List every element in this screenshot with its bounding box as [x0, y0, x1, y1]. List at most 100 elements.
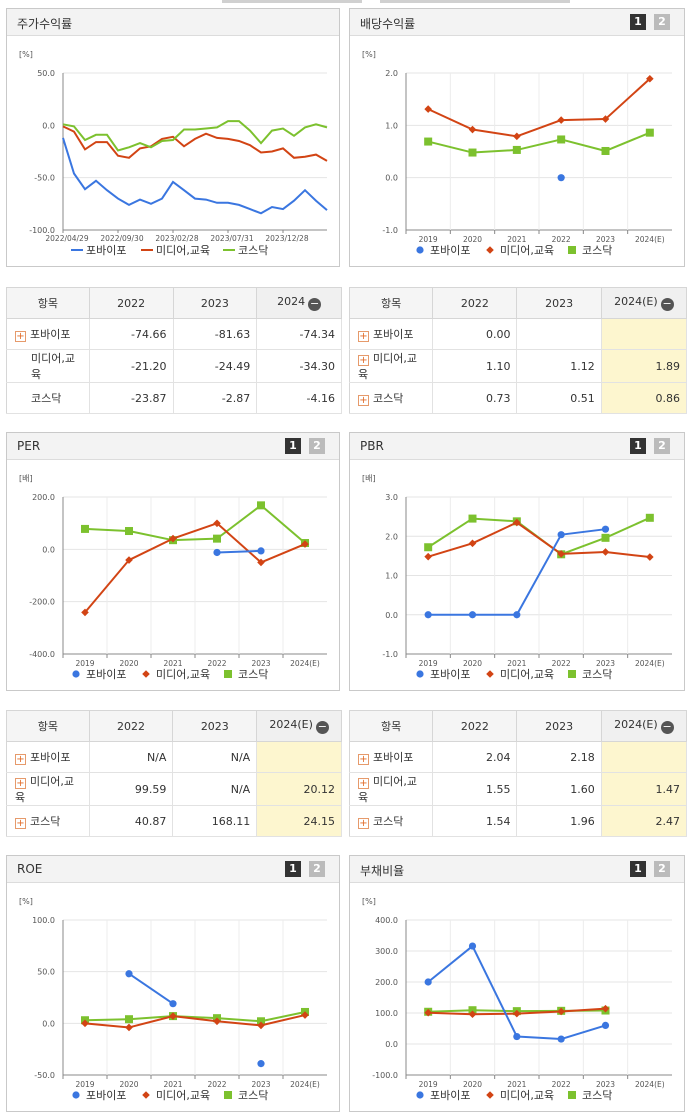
series-segment-2 [260, 1014, 306, 1027]
legend-label-1: 포바이포 [430, 1089, 470, 1102]
data-point-1 [424, 611, 432, 619]
collapse-minus-icon[interactable]: − [660, 720, 674, 734]
value-cell: 1.12 [516, 349, 602, 383]
expand-plus-icon[interactable]: + [15, 778, 26, 789]
value-cell: 168.11 [172, 805, 258, 837]
data-point-2 [557, 1007, 565, 1016]
series-segment-2 [427, 542, 473, 558]
data-point-1 [513, 1032, 521, 1041]
value-cell: 1.10 [432, 349, 518, 383]
collapse-minus-icon[interactable]: − [315, 720, 329, 734]
expand-plus-icon[interactable]: + [358, 778, 369, 789]
dividend-yield-chart: [%] 2.0 1.0 0.0 -1.0 2019 2020 2021 2022 2023 2024… [362, 50, 672, 257]
column-header: 2023 [516, 287, 602, 319]
series-segment-2 [260, 543, 306, 564]
data-point-3 [512, 145, 521, 154]
x-tick-label: 2023/02/28 [155, 234, 198, 243]
page-1-button[interactable]: 1 [285, 861, 301, 877]
legend-marker-1 [416, 1091, 424, 1099]
value-cell: 0.73 [432, 382, 518, 414]
expand-plus-icon[interactable]: + [358, 395, 369, 406]
series-line-1 [62, 137, 328, 215]
page-1-button[interactable]: 1 [630, 14, 646, 30]
page-1-button[interactable]: 1 [285, 438, 301, 454]
y-tick-label: 100.0 [32, 916, 55, 925]
value-cell [601, 318, 688, 350]
y-tick-label: 1.0 [385, 572, 398, 581]
data-point-2 [513, 1009, 521, 1018]
page-1-button[interactable]: 1 [630, 861, 646, 877]
table-row: + 미디어,교육 99.59 N/A 20.12 [6, 772, 342, 806]
y-tick-label: 0.0 [42, 545, 55, 554]
x-tick-label: 2023 [596, 235, 615, 244]
page-2-button[interactable]: 2 [654, 861, 670, 877]
expand-plus-icon[interactable]: + [358, 331, 369, 342]
row-name-cell: + 코스닥 [348, 805, 434, 837]
page-2-button[interactable]: 2 [654, 14, 670, 30]
page-2-button[interactable]: 2 [309, 438, 325, 454]
data-point-2 [557, 550, 565, 558]
collapse-minus-icon[interactable]: − [660, 297, 674, 311]
table-row: + 포바이포 N/A N/A [6, 741, 342, 773]
value-cell: 1.89 [601, 349, 688, 383]
legend-label-2: 미디어,교육 [156, 244, 210, 257]
data-point-3 [257, 1017, 265, 1026]
expand-plus-icon[interactable]: + [15, 818, 26, 829]
y-tick-label: 0.0 [385, 1040, 398, 1049]
page-2-button[interactable]: 2 [309, 861, 325, 877]
expand-plus-icon[interactable]: + [358, 754, 369, 765]
y-tick-label: 100.0 [375, 1009, 398, 1018]
x-tick-label: 2021 [163, 1080, 182, 1089]
page-2-button[interactable]: 2 [654, 438, 670, 454]
legend-marker-1 [416, 246, 424, 254]
data-point-1 [557, 531, 565, 539]
page-1-button[interactable]: 1 [630, 438, 646, 454]
x-tick-label: 2023 [251, 659, 270, 668]
series-segment-2 [561, 118, 606, 122]
data-point-3 [601, 146, 610, 155]
column-header-label: 항목 [380, 720, 402, 733]
data-point-2 [301, 1011, 309, 1019]
expand-plus-icon[interactable]: + [15, 331, 26, 342]
series-segment-2 [84, 559, 130, 614]
series-segment-3 [427, 517, 474, 549]
row-name-label: 미디어,교육 [358, 352, 417, 381]
table-row: + 미디어,교육 1.10 1.12 1.89 [348, 349, 688, 383]
data-point-1 [601, 525, 610, 533]
row-name-cell: + 미디어,교육 [348, 349, 434, 383]
data-point-2 [424, 105, 432, 113]
row-name-label: 포바이포 [30, 328, 71, 341]
row-name-label: 코스닥 [31, 392, 62, 405]
y-tick-label: -1.0 [382, 226, 398, 235]
series-segment-2 [427, 108, 473, 131]
data-point-3 [645, 513, 654, 522]
value-cell [601, 741, 688, 773]
expand-plus-icon[interactable]: + [358, 355, 369, 366]
legend-label-3: 코스닥 [582, 668, 612, 681]
collapse-minus-icon[interactable]: − [308, 297, 322, 311]
y-tick-label: -400.0 [29, 650, 55, 659]
value-cell: 2.04 [432, 741, 518, 773]
data-point-2 [468, 539, 477, 548]
data-point-1 [601, 1021, 610, 1029]
data-point-1 [468, 611, 477, 619]
row-name-label: 포바이포 [373, 751, 414, 764]
value-cell: 20.12 [256, 772, 342, 806]
x-tick-label: 2022/09/30 [100, 234, 143, 243]
legend-marker-1 [416, 670, 424, 678]
expand-plus-icon[interactable]: + [358, 818, 369, 829]
data-point-2 [424, 552, 432, 561]
data-point-1 [169, 1000, 177, 1008]
column-header-label: 2023 [545, 296, 574, 310]
table-row: 코스닥 -23.87 -2.87 -4.16 [6, 382, 342, 414]
series-segment-2 [128, 537, 174, 561]
expand-plus-icon[interactable]: + [15, 754, 26, 765]
x-tick-label: 2019 [75, 1080, 94, 1089]
column-header: 2023 [172, 287, 258, 319]
panel-title: 부채비율 [360, 864, 405, 878]
column-header-label: 2022 [117, 296, 146, 310]
row-name-label: 미디어,교육 [15, 775, 74, 804]
data-point-2 [125, 556, 133, 564]
legend-marker-1 [72, 670, 80, 678]
data-point-3 [645, 128, 654, 137]
